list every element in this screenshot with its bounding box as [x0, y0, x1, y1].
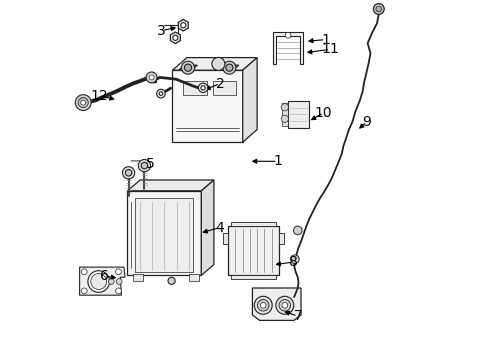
Circle shape — [172, 35, 178, 40]
Polygon shape — [178, 19, 188, 31]
Polygon shape — [252, 288, 301, 320]
Circle shape — [201, 86, 205, 90]
Polygon shape — [273, 32, 302, 64]
Circle shape — [115, 288, 121, 294]
Circle shape — [108, 279, 114, 284]
FancyBboxPatch shape — [278, 233, 284, 244]
Circle shape — [149, 75, 154, 80]
Polygon shape — [135, 198, 193, 272]
Polygon shape — [127, 180, 213, 191]
Circle shape — [81, 288, 87, 294]
Text: 4: 4 — [215, 221, 224, 234]
Polygon shape — [282, 103, 287, 126]
Text: 8: 8 — [288, 255, 297, 269]
FancyBboxPatch shape — [183, 81, 206, 95]
Text: 3: 3 — [157, 24, 166, 37]
Circle shape — [211, 57, 224, 71]
Circle shape — [373, 4, 384, 14]
Circle shape — [290, 255, 299, 264]
Circle shape — [260, 302, 265, 308]
Polygon shape — [242, 58, 257, 142]
Polygon shape — [80, 267, 125, 295]
Circle shape — [293, 226, 302, 235]
Polygon shape — [172, 70, 242, 142]
Circle shape — [138, 159, 150, 172]
Circle shape — [225, 64, 232, 71]
Polygon shape — [220, 65, 238, 70]
Circle shape — [281, 115, 288, 122]
Circle shape — [125, 170, 132, 176]
Polygon shape — [178, 65, 197, 70]
FancyBboxPatch shape — [213, 81, 236, 95]
FancyBboxPatch shape — [188, 274, 199, 281]
Circle shape — [181, 61, 194, 74]
Text: 9: 9 — [362, 115, 370, 129]
Circle shape — [375, 6, 381, 12]
Polygon shape — [201, 180, 213, 275]
Circle shape — [198, 83, 207, 93]
Circle shape — [141, 162, 147, 169]
Circle shape — [81, 100, 85, 105]
Circle shape — [275, 296, 293, 314]
Circle shape — [75, 95, 91, 111]
Polygon shape — [127, 191, 201, 275]
Circle shape — [159, 92, 163, 95]
Circle shape — [281, 104, 288, 111]
Circle shape — [78, 98, 88, 108]
Text: 2: 2 — [215, 77, 224, 90]
FancyBboxPatch shape — [231, 275, 275, 279]
Text: 10: 10 — [314, 106, 332, 120]
FancyBboxPatch shape — [223, 233, 228, 244]
Text: 6: 6 — [100, 269, 108, 283]
Circle shape — [279, 300, 290, 311]
Circle shape — [254, 296, 272, 314]
Circle shape — [115, 269, 121, 275]
Polygon shape — [170, 32, 180, 44]
Circle shape — [81, 269, 87, 275]
Circle shape — [285, 32, 290, 38]
Circle shape — [122, 167, 134, 179]
Circle shape — [116, 279, 122, 284]
Circle shape — [156, 89, 165, 98]
Text: 1: 1 — [273, 154, 282, 168]
Text: 11: 11 — [321, 42, 338, 56]
Polygon shape — [172, 58, 257, 70]
Text: 12: 12 — [90, 89, 108, 103]
Circle shape — [168, 277, 175, 284]
FancyBboxPatch shape — [228, 226, 278, 275]
Circle shape — [282, 302, 287, 308]
Circle shape — [91, 274, 106, 289]
Text: 5: 5 — [145, 157, 154, 171]
Circle shape — [88, 271, 109, 292]
Circle shape — [181, 23, 185, 28]
Text: 7: 7 — [293, 309, 302, 323]
FancyBboxPatch shape — [133, 274, 142, 281]
Circle shape — [223, 61, 235, 74]
FancyBboxPatch shape — [287, 101, 309, 128]
Circle shape — [146, 72, 157, 83]
Text: 1: 1 — [321, 33, 329, 46]
Circle shape — [184, 64, 191, 71]
FancyBboxPatch shape — [231, 222, 275, 226]
Circle shape — [257, 300, 268, 311]
